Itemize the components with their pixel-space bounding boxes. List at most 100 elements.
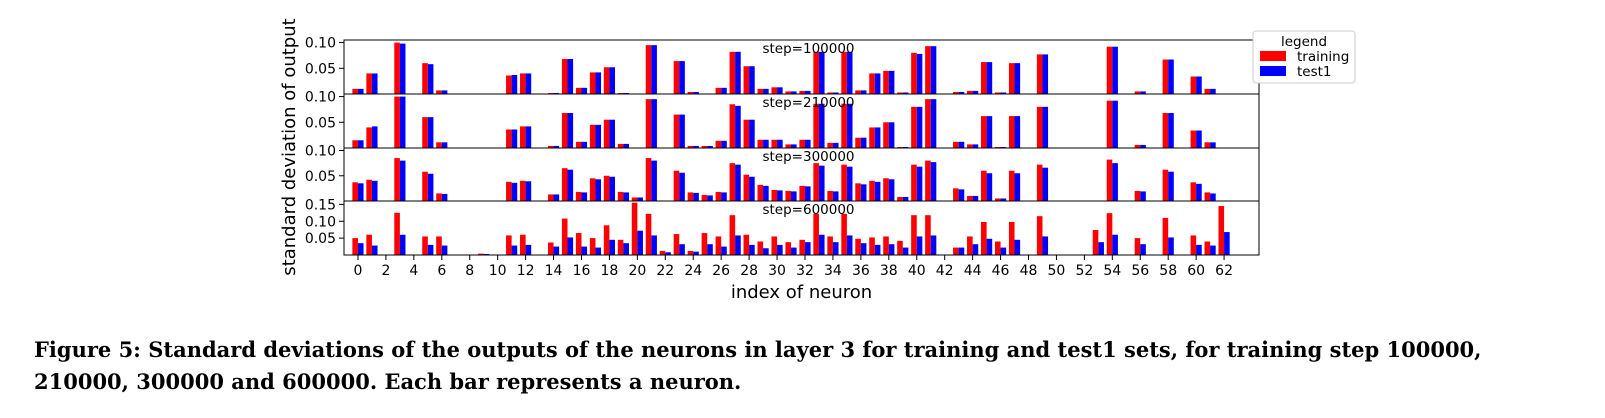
bar-training-p1-n61	[1204, 88, 1211, 94]
panel-title-3: step=300000	[762, 149, 854, 165]
bar-test1-p2-n36	[860, 137, 867, 148]
bar-training-p3-n29	[757, 184, 764, 201]
bar-test1-p3-n46	[1000, 198, 1007, 201]
bar-training-p4-n9	[478, 253, 484, 255]
bar-test1-p4-n38	[888, 244, 895, 255]
bar-test1-p1-n37	[874, 73, 881, 94]
xtick-label-4: 4	[409, 263, 418, 279]
bar-test1-p1-n15	[567, 59, 574, 94]
bar-test1-p2-n31	[791, 144, 797, 148]
bar-test1-p2-n5	[427, 117, 434, 148]
bar-test1-p4-n60	[1196, 244, 1202, 256]
ytick-label-p3-1: 0.10	[305, 144, 336, 160]
bar-training-p3-n54	[1106, 159, 1113, 201]
bar-training-p1-n41	[925, 46, 931, 94]
bar-training-p2-n58	[1162, 113, 1169, 148]
bar-training-p3-n44	[967, 195, 973, 201]
bar-training-p2-n0	[352, 140, 358, 148]
bar-test1-p1-n26	[721, 87, 727, 94]
ytick-label-p2-1: 0.10	[305, 90, 336, 106]
bar-training-p2-n21	[645, 99, 652, 148]
bar-training-p3-n14	[547, 194, 554, 201]
bar-training-p1-n16	[575, 87, 582, 94]
bar-training-p3-n15	[561, 168, 568, 201]
xtick-label-62: 62	[1215, 263, 1233, 279]
xtick-label-48: 48	[1020, 263, 1038, 279]
bar-training-p3-n18	[603, 175, 610, 201]
bar-test1-p1-n6	[441, 90, 448, 94]
bar-test1-p1-n1	[371, 73, 378, 94]
xtick-label-2: 2	[381, 263, 390, 279]
bar-test1-p3-n21	[651, 160, 657, 201]
bar-test1-p2-n54	[1112, 100, 1118, 148]
bar-test1-p4-n56	[1140, 244, 1146, 255]
bar-training-p4-n6	[436, 236, 442, 255]
bar-training-p2-n43	[953, 141, 959, 148]
bar-training-p2-n33	[813, 103, 819, 148]
bar-test1-p4-n6	[441, 245, 448, 255]
bar-training-p4-n31	[785, 242, 792, 255]
bar-training-p2-n28	[743, 119, 750, 148]
bar-training-p3-n41	[925, 160, 931, 201]
bar-training-p3-n39	[897, 196, 903, 201]
bar-training-p1-n54	[1106, 46, 1113, 94]
bar-training-p2-n16	[575, 141, 582, 148]
bar-test1-p3-n43	[958, 189, 965, 201]
bar-test1-p3-n18	[609, 176, 616, 201]
bar-test1-p3-n38	[888, 179, 895, 201]
bar-training-p1-n56	[1134, 91, 1141, 94]
bar-training-p1-n39	[897, 92, 903, 94]
xtick-label-24: 24	[684, 263, 702, 279]
bar-training-p3-n17	[589, 178, 596, 201]
bar-test1-p2-n6	[441, 142, 448, 148]
bar-test1-p4-n34	[832, 242, 839, 255]
bar-test1-p3-n1	[371, 180, 378, 201]
bar-test1-p4-n61	[1210, 245, 1216, 255]
bar-training-p4-n38	[883, 236, 889, 255]
bar-test1-p1-n11	[511, 74, 518, 94]
bar-test1-p3-n56	[1140, 191, 1146, 201]
bar-test1-p4-n5	[427, 244, 434, 256]
bar-training-p2-n37	[869, 127, 875, 148]
bar-training-p2-n29	[757, 139, 764, 148]
bar-training-p1-n60	[1190, 76, 1197, 94]
bar-training-p2-n38	[883, 122, 889, 148]
xtick-label-36: 36	[852, 263, 870, 279]
ytick-label-p4-0: 0.05	[305, 231, 336, 247]
bar-test1-p3-n40	[916, 166, 923, 201]
bar-test1-p4-n22	[665, 252, 671, 255]
bar-test1-p2-n18	[609, 119, 616, 148]
bar-training-p3-n43	[953, 188, 959, 201]
bar-training-p1-n15	[561, 59, 568, 94]
xtick-label-28: 28	[740, 263, 758, 279]
bar-training-p4-n15	[561, 218, 568, 255]
bar-test1-p1-n46	[1000, 92, 1007, 94]
bar-test1-p2-n26	[721, 140, 727, 148]
bar-training-p3-n23	[673, 170, 680, 201]
bar-test1-p4-n1	[371, 245, 378, 255]
bar-training-p2-n19	[617, 143, 624, 148]
bar-test1-p3-n54	[1112, 163, 1118, 201]
bar-test1-p4-n62	[1224, 232, 1230, 255]
bar-training-p4-n35	[841, 213, 847, 255]
bar-test1-p4-n9	[483, 253, 490, 255]
bar-training-p3-n1	[366, 179, 372, 201]
figure-caption: Figure 5: Standard deviations of the out…	[34, 334, 1574, 398]
bar-training-p3-n49	[1036, 164, 1043, 201]
bar-training-p4-n41	[925, 215, 931, 255]
bar-test1-p1-n36	[860, 90, 867, 94]
bar-test1-p1-n24	[693, 91, 699, 94]
bar-training-p3-n58	[1162, 169, 1169, 201]
bar-training-p3-n60	[1190, 182, 1197, 201]
bar-training-p2-n25	[701, 145, 708, 148]
bar-training-p3-n33	[813, 163, 819, 201]
bar-test1-p3-n17	[595, 179, 602, 201]
bar-training-p3-n34	[827, 190, 833, 201]
bar-test1-p3-n23	[679, 172, 685, 201]
bar-test1-p2-n16	[581, 141, 588, 148]
bar-test1-p1-n32	[804, 90, 811, 94]
bar-training-p4-n29	[757, 241, 764, 255]
caption-line-2: 210000, 300000 and 600000. Each bar repr…	[34, 369, 742, 394]
bar-test1-p1-n28	[749, 66, 755, 94]
bar-training-p3-n45	[981, 170, 987, 201]
